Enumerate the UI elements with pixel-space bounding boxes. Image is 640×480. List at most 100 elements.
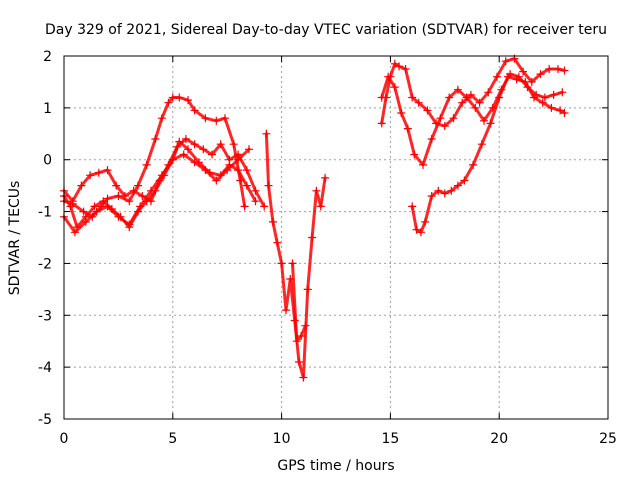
data-point <box>157 171 166 180</box>
data-point <box>410 150 419 159</box>
data-point <box>493 72 501 81</box>
data-point <box>190 158 199 167</box>
data-point <box>90 202 99 211</box>
data-point <box>229 140 238 149</box>
data-point <box>125 197 134 206</box>
y-tick-label: -4 <box>38 360 52 376</box>
y-tick-label: -2 <box>38 256 52 272</box>
data-point <box>440 122 449 130</box>
x-tick-label: 20 <box>490 431 508 447</box>
data-point <box>484 88 493 97</box>
series-trace <box>410 75 566 234</box>
data-point <box>66 202 75 211</box>
data-point <box>86 171 95 180</box>
data-point <box>251 186 260 195</box>
data-point <box>419 160 427 169</box>
data-point <box>147 186 155 195</box>
data-point <box>262 129 271 138</box>
data-point <box>447 186 456 195</box>
data-point <box>449 114 458 123</box>
series-trace <box>62 96 247 219</box>
data-point <box>560 109 569 117</box>
data-point <box>99 197 108 206</box>
y-tick-label: -3 <box>38 308 52 324</box>
data-point <box>427 192 436 200</box>
x-tick-label: 25 <box>599 431 617 447</box>
data-point <box>147 197 155 206</box>
data-point <box>268 217 277 226</box>
data-point <box>264 181 273 190</box>
data-point <box>79 207 88 216</box>
data-point <box>112 181 121 190</box>
data-point <box>223 166 232 175</box>
data-point <box>142 160 151 169</box>
data-point <box>434 186 443 195</box>
data-point <box>486 119 495 128</box>
series-trace <box>62 147 251 234</box>
data-point <box>408 202 417 211</box>
data-point <box>151 135 160 143</box>
data-point <box>125 220 134 229</box>
data-point <box>103 202 112 211</box>
data-point <box>312 186 321 195</box>
data-point <box>297 332 306 340</box>
data-point <box>138 192 147 200</box>
data-point <box>390 59 399 68</box>
series-trace-4 <box>60 145 253 237</box>
data-point <box>416 228 425 237</box>
data-point <box>157 114 166 123</box>
data-point <box>475 98 484 107</box>
data-point <box>190 140 199 149</box>
data-point <box>240 202 249 211</box>
data-point <box>234 166 243 175</box>
x-tick-labels: 0 5 10 15 20 25 <box>60 431 617 447</box>
data-point <box>321 173 330 182</box>
data-point <box>440 189 449 198</box>
data-point <box>301 321 310 330</box>
data-point <box>521 77 530 86</box>
series-trace-8 <box>377 70 567 169</box>
x-tick-label: 15 <box>381 431 399 447</box>
data-point <box>103 166 112 175</box>
data-point <box>299 373 308 382</box>
data-point <box>212 116 221 125</box>
data-point <box>190 106 199 115</box>
x-tick-label: 5 <box>168 431 177 447</box>
data-point <box>316 202 325 211</box>
data-point <box>423 106 432 115</box>
data-point <box>134 181 142 190</box>
data-point <box>395 62 404 71</box>
data-point <box>242 181 251 190</box>
grid-lines <box>64 56 608 419</box>
series-trace <box>291 261 307 343</box>
data-point <box>175 93 184 102</box>
data-point <box>549 90 558 99</box>
data-point <box>397 109 406 117</box>
data-point <box>70 228 79 237</box>
y-tick-label: 0 <box>43 153 52 169</box>
series-trace-9 <box>408 72 569 237</box>
data-point <box>164 98 173 107</box>
axis-ticks <box>63 55 609 420</box>
data-point <box>469 160 478 169</box>
data-point <box>453 85 462 94</box>
data-point <box>377 119 386 128</box>
data-point <box>212 176 221 185</box>
data-point <box>390 83 399 92</box>
data-point <box>295 358 303 366</box>
data-point <box>401 65 410 73</box>
data-point <box>201 114 210 123</box>
data-point <box>554 65 562 73</box>
data-point <box>466 90 475 99</box>
data-point <box>221 114 229 123</box>
data-point <box>201 166 210 175</box>
data-point <box>436 114 445 123</box>
data-point <box>384 72 393 81</box>
y-axis-label: SDTVAR / TECUs <box>7 181 23 296</box>
data-point <box>234 155 243 164</box>
data-point <box>92 207 101 216</box>
y-tick-label: 2 <box>43 49 52 65</box>
data-point <box>208 150 216 159</box>
data-point <box>414 98 423 107</box>
